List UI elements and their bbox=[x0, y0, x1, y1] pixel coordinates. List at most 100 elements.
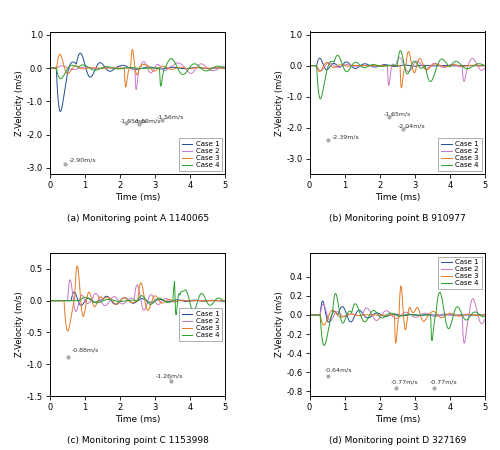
Case 2 bbox=[396, 55, 402, 60]
Case 2 bbox=[470, 296, 476, 302]
Case 4 bbox=[152, 65, 158, 71]
Case 1 bbox=[161, 298, 167, 303]
Case 1 bbox=[222, 298, 228, 303]
Case 3 bbox=[306, 312, 312, 318]
Case 3 bbox=[420, 319, 426, 324]
Case 2 bbox=[338, 313, 344, 318]
Case 2 bbox=[462, 341, 468, 346]
Case 1 bbox=[114, 64, 120, 70]
Case 3 bbox=[114, 65, 120, 71]
Case 1 bbox=[316, 55, 322, 61]
Case 1 bbox=[222, 65, 228, 71]
Case 3 bbox=[152, 68, 158, 73]
Case 1 bbox=[438, 63, 444, 68]
Case 4 bbox=[338, 319, 344, 324]
Case 3 bbox=[178, 298, 184, 303]
Case 4 bbox=[192, 61, 198, 67]
Case 4 bbox=[306, 312, 312, 318]
Line: Case 1: Case 1 bbox=[310, 58, 485, 70]
Text: -0.64m/s: -0.64m/s bbox=[324, 368, 352, 376]
Line: Case 4: Case 4 bbox=[50, 282, 226, 315]
Case 3 bbox=[79, 309, 85, 314]
Line: Case 2: Case 2 bbox=[50, 62, 226, 90]
Line: Case 2: Case 2 bbox=[310, 58, 485, 86]
Legend: Case 1, Case 2, Case 3, Case 4: Case 1, Case 2, Case 3, Case 4 bbox=[179, 308, 222, 341]
Case 3 bbox=[79, 66, 85, 72]
Case 1 bbox=[71, 289, 77, 295]
Case 4 bbox=[438, 57, 444, 62]
Case 2 bbox=[161, 68, 167, 73]
Case 3 bbox=[161, 300, 167, 305]
Line: Case 3: Case 3 bbox=[310, 286, 485, 343]
Text: -1.65m/s: -1.65m/s bbox=[384, 111, 410, 117]
Case 2 bbox=[152, 299, 158, 304]
Case 4 bbox=[451, 310, 457, 316]
Line: Case 4: Case 4 bbox=[50, 58, 226, 86]
Case 2 bbox=[412, 60, 418, 66]
Case 1 bbox=[78, 50, 84, 56]
Case 4 bbox=[412, 313, 418, 318]
Case 4 bbox=[79, 296, 85, 302]
Case 3 bbox=[338, 315, 344, 320]
Case 3 bbox=[438, 63, 444, 68]
Case 3 bbox=[374, 312, 380, 318]
Case 3 bbox=[122, 85, 128, 90]
Case 2 bbox=[152, 64, 158, 69]
Case 1 bbox=[178, 66, 184, 71]
Line: Case 3: Case 3 bbox=[50, 50, 226, 87]
Y-axis label: Z-Velocity (m/s): Z-Velocity (m/s) bbox=[274, 70, 283, 136]
Case 2 bbox=[67, 277, 73, 283]
Line: Case 3: Case 3 bbox=[310, 52, 485, 88]
Case 1 bbox=[451, 63, 457, 68]
Text: (a) Monitoring point A 1140065: (a) Monitoring point A 1140065 bbox=[66, 215, 209, 224]
Case 4 bbox=[114, 66, 120, 72]
Case 4 bbox=[161, 66, 167, 72]
Case 2 bbox=[192, 298, 198, 304]
Case 4 bbox=[318, 96, 324, 101]
Case 4 bbox=[178, 289, 184, 295]
Case 4 bbox=[173, 312, 179, 318]
Case 4 bbox=[436, 289, 442, 295]
Case 3 bbox=[152, 293, 158, 298]
Text: (d) Monitoring point D 327169: (d) Monitoring point D 327169 bbox=[328, 436, 466, 445]
Case 2 bbox=[79, 292, 85, 298]
Line: Case 4: Case 4 bbox=[310, 51, 485, 99]
Line: Case 1: Case 1 bbox=[310, 301, 485, 322]
Case 3 bbox=[222, 298, 228, 303]
Case 1 bbox=[338, 304, 344, 310]
Case 4 bbox=[482, 314, 488, 319]
Case 4 bbox=[412, 58, 418, 64]
Y-axis label: Z-Velocity (m/s): Z-Velocity (m/s) bbox=[274, 292, 283, 357]
Y-axis label: Z-Velocity (m/s): Z-Velocity (m/s) bbox=[15, 292, 24, 357]
Case 1 bbox=[374, 64, 380, 70]
Case 1 bbox=[438, 312, 444, 318]
Case 2 bbox=[73, 309, 79, 314]
Case 3 bbox=[392, 340, 398, 346]
Case 3 bbox=[420, 63, 426, 69]
Legend: Case 1, Case 2, Case 3, Case 4: Case 1, Case 2, Case 3, Case 4 bbox=[179, 138, 222, 171]
Line: Case 2: Case 2 bbox=[50, 280, 226, 311]
Line: Case 4: Case 4 bbox=[310, 292, 485, 345]
Text: -0.77m/s: -0.77m/s bbox=[430, 379, 457, 388]
Case 2 bbox=[482, 316, 488, 322]
Case 2 bbox=[192, 68, 198, 74]
Case 2 bbox=[438, 64, 444, 69]
Case 1 bbox=[47, 298, 53, 303]
Case 1 bbox=[451, 312, 457, 318]
X-axis label: Time (ms): Time (ms) bbox=[115, 415, 160, 424]
Case 3 bbox=[406, 49, 411, 54]
Case 2 bbox=[451, 313, 457, 319]
Case 2 bbox=[140, 59, 146, 64]
X-axis label: Time (ms): Time (ms) bbox=[374, 415, 420, 424]
Case 4 bbox=[222, 66, 228, 71]
Case 4 bbox=[172, 279, 177, 284]
Case 3 bbox=[306, 63, 312, 68]
Case 3 bbox=[451, 62, 457, 68]
Text: -0.77m/s: -0.77m/s bbox=[391, 379, 418, 388]
Case 2 bbox=[47, 65, 53, 71]
Case 2 bbox=[420, 311, 426, 316]
Case 4 bbox=[306, 63, 312, 68]
Case 3 bbox=[192, 298, 198, 303]
Case 4 bbox=[47, 65, 53, 71]
Case 3 bbox=[398, 284, 404, 289]
